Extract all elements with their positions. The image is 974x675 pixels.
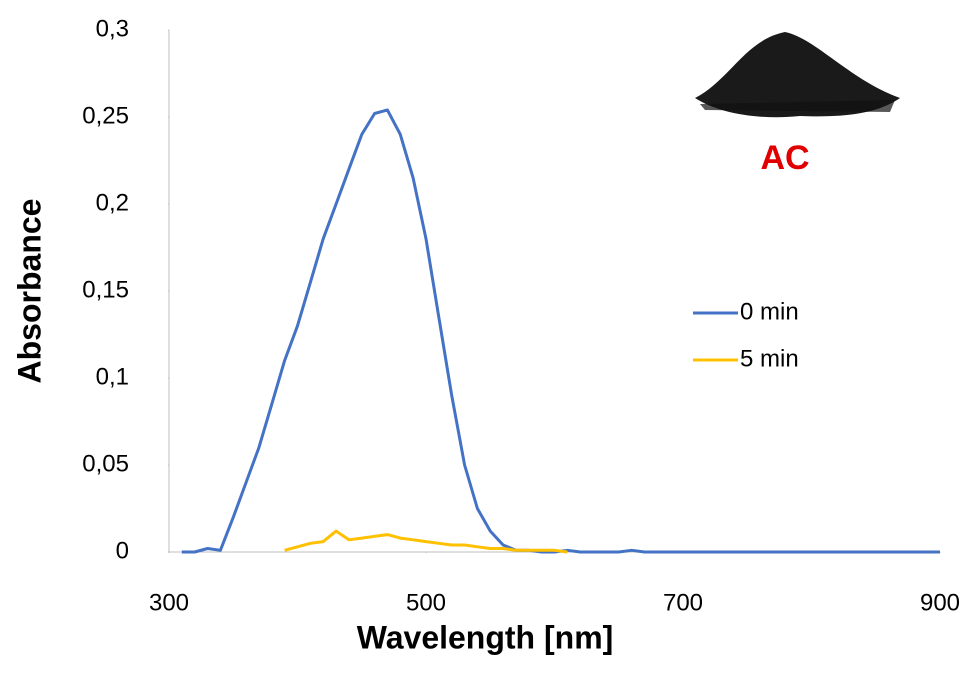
y-tick-label: 0,15 (82, 276, 129, 303)
x-tick-label: 700 (663, 589, 703, 616)
y-axis-title: Absorbance (11, 199, 47, 384)
data-line (284, 529, 568, 554)
y-tick-label: 0,25 (82, 102, 129, 129)
legend-label: 5 min (740, 345, 799, 372)
x-tick-label: 300 (149, 589, 189, 616)
x-tick-label: 900 (920, 589, 960, 616)
y-tick-label: 0,05 (82, 450, 129, 477)
legend-label: 0 min (740, 298, 799, 325)
x-tick-label: 500 (406, 589, 446, 616)
y-tick-label: 0,2 (96, 189, 129, 216)
y-tick-label: 0 (116, 537, 129, 564)
y-tick-label: 0,3 (96, 15, 129, 42)
x-axis-title: Wavelength [nm] (357, 619, 614, 655)
y-tick-label: 0,1 (96, 363, 129, 390)
data-line (181, 108, 940, 554)
powder-image (695, 32, 900, 118)
annotation: AC (760, 139, 809, 177)
